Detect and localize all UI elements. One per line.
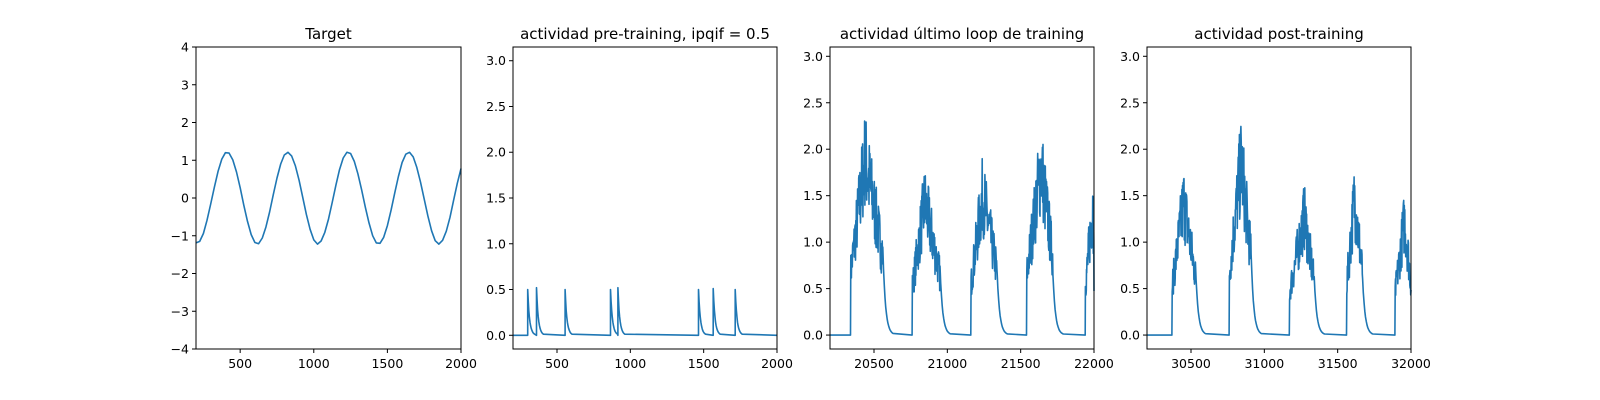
subplot-1-axes-frame — [195, 46, 462, 350]
subplot-1-y-tick-label: 1 — [181, 153, 189, 168]
subplot-1-y-tick-label: 4 — [181, 40, 189, 55]
subplot-3-y-tick-label: 3.0 — [803, 49, 823, 64]
subplot-4-x-tick-label: 31500 — [1318, 356, 1358, 371]
subplot-4-y-tick-label: 2.0 — [1120, 142, 1140, 157]
subplot-1-y-tick-label: −3 — [171, 304, 189, 319]
subplot-1-x-tick-label: 1000 — [298, 356, 330, 371]
subplot-2-y-tick-label: 1.0 — [486, 236, 506, 251]
subplot-3-x-tick-label: 20500 — [854, 356, 894, 371]
subplot-2-y-tick-label: 2.5 — [486, 99, 506, 114]
subplot-2-x-tick-label: 1000 — [614, 356, 646, 371]
subplot-3-y-tick-label: 1.5 — [803, 188, 823, 203]
subplot-2-x-tick-label: 2000 — [761, 356, 793, 371]
subplot-2-y-tick-label: 2.0 — [486, 145, 506, 160]
subplot-3-y-tick-label: 2.5 — [803, 95, 823, 110]
subplot-4-series-line — [1147, 125, 1412, 336]
subplot-1-x-tick-label: 2000 — [445, 356, 477, 371]
subplot-4-title: actividad post-training — [1194, 25, 1363, 43]
subplot-3-y-tick-label: 0.5 — [803, 281, 823, 296]
subplot-2-series-line — [513, 286, 778, 337]
subplot-1-y-tick-label: −1 — [171, 228, 189, 243]
subplot-2-y-tick-label: 3.0 — [486, 53, 506, 68]
subplot-4-y-tick-label: 2.5 — [1120, 95, 1140, 110]
subplot-3-x-tick-label: 21500 — [1001, 356, 1041, 371]
subplot-1-y-tick-label: 0 — [181, 191, 189, 206]
subplot-3-title: actividad último loop de training — [840, 25, 1084, 43]
subplot-4-y-tick-label: 0.0 — [1120, 328, 1140, 343]
subplot-4-y-tick-label: 1.5 — [1120, 188, 1140, 203]
subplot-2-y-tick-label: 0.5 — [486, 282, 506, 297]
subplot-4-axes-frame — [1146, 46, 1412, 350]
subplot-2-y-tick-label: 0.0 — [486, 328, 506, 343]
subplot-2-y-tick-label: 1.5 — [486, 191, 506, 206]
subplot-1-title: Target — [304, 25, 352, 43]
subplot-3-y-tick-label: 0.0 — [803, 328, 823, 343]
subplot-3-x-tick-label: 21000 — [927, 356, 967, 371]
subplot-3-x-tick-label: 22000 — [1074, 356, 1114, 371]
subplot-4-x-tick-label: 30500 — [1171, 356, 1211, 371]
subplot-3-series-line — [830, 120, 1095, 336]
subplot-2-axes-frame — [512, 46, 778, 350]
subplot-1-y-tick-label: −4 — [171, 342, 189, 357]
subplot-1-y-tick-label: 2 — [181, 115, 189, 130]
subplot-4-y-tick-label: 1.0 — [1120, 235, 1140, 250]
subplot-1-y-tick-label: 3 — [181, 77, 189, 92]
subplot-1-y-tick-label: −2 — [171, 266, 189, 281]
subplot-2-title: actividad pre-training, ipqif = 0.5 — [520, 25, 770, 43]
subplot-4-y-tick-label: 3.0 — [1120, 49, 1140, 64]
subplot-2: actividad pre-training, ipqif = 0.5 500 1… — [486, 25, 793, 371]
subplot-4: actividad post-training 30500 31000 31500 3… — [1120, 25, 1431, 371]
subplot-1-x-tick-label: 500 — [228, 356, 252, 371]
subplot-3: actividad último loop de training 20500 2… — [803, 25, 1114, 371]
subplot-2-x-tick-label: 1500 — [688, 356, 720, 371]
subplot-1-x-tick-label: 1500 — [371, 356, 403, 371]
subplot-3-axes-frame — [829, 46, 1095, 350]
subplot-1-series-line — [195, 151, 462, 245]
subplot-4-x-tick-label: 31000 — [1244, 356, 1284, 371]
subplot-3-y-tick-label: 1.0 — [803, 235, 823, 250]
subplot-3-y-tick-label: 2.0 — [803, 142, 823, 157]
subplot-4-x-tick-label: 32000 — [1391, 356, 1431, 371]
subplot-1: Target 500 1000 1500 2000 −4 −3 −2 −1 0 1 2 3 4 — [171, 25, 477, 371]
subplot-2-x-tick-label: 500 — [545, 356, 569, 371]
subplot-4-y-tick-label: 0.5 — [1120, 281, 1140, 296]
